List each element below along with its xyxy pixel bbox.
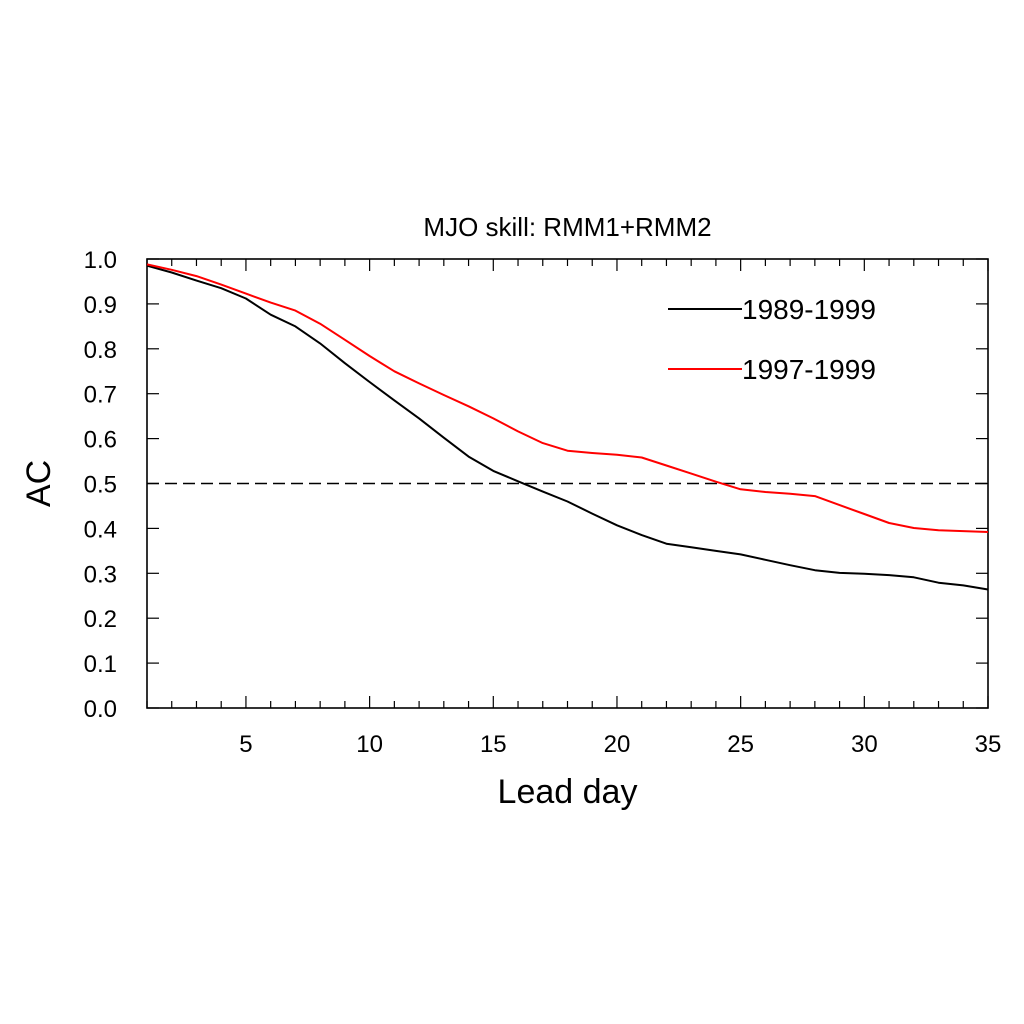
series-line-2 [146, 263, 989, 533]
y-tick-label: 0.9 [84, 292, 117, 319]
y-tick-label: 0.7 [84, 382, 117, 409]
x-tick-label: 15 [480, 731, 507, 758]
y-tick-label: 1.0 [84, 247, 117, 274]
legend: 1989-1999 1997-1999 [668, 294, 876, 385]
y-tick-label: 0.1 [84, 651, 117, 678]
series-line-1 [146, 264, 989, 591]
x-tick-label: 5 [239, 731, 252, 758]
legend-label-2: 1997-1999 [742, 354, 876, 385]
y-tick-label: 0.6 [84, 427, 117, 454]
y-axis: 0.0 0.1 0.2 0.3 0.4 0.5 0.6 0.7 0.8 0.9 1.0 [84, 247, 988, 723]
x-tick-label: 35 [975, 731, 1002, 758]
x-tick-label: 30 [851, 731, 878, 758]
x-tick-label: 25 [727, 731, 754, 758]
y-tick-label: 0.8 [84, 337, 117, 364]
chart-title: MJO skill: RMM1+RMM2 [423, 212, 711, 242]
y-axis-title: AC [20, 460, 58, 507]
y-tick-label: 0.2 [84, 606, 117, 633]
series-layer [146, 263, 989, 591]
y-tick-label: 0.4 [84, 516, 117, 543]
y-tick-label: 0.5 [84, 472, 117, 499]
x-tick-label: 20 [604, 731, 631, 758]
x-axis: 5 10 15 20 25 30 35 [146, 259, 1002, 758]
legend-label-1: 1989-1999 [742, 294, 876, 325]
y-tick-label: 0.0 [84, 696, 117, 723]
y-tick-label: 0.3 [84, 561, 117, 588]
plot-area [146, 258, 989, 709]
x-tick-label: 10 [356, 731, 383, 758]
x-axis-title: Lead day [498, 773, 638, 811]
